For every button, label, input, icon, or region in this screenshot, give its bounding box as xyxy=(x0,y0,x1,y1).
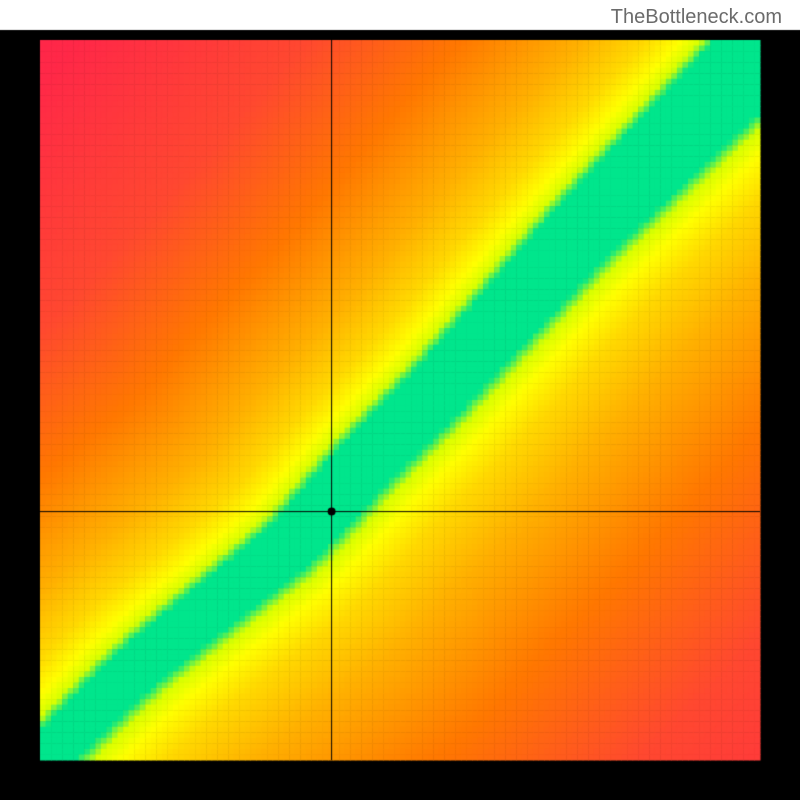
heatmap-canvas xyxy=(0,0,800,800)
attribution-text: TheBottleneck.com xyxy=(611,6,782,29)
chart-container: TheBottleneck.com xyxy=(0,0,800,800)
